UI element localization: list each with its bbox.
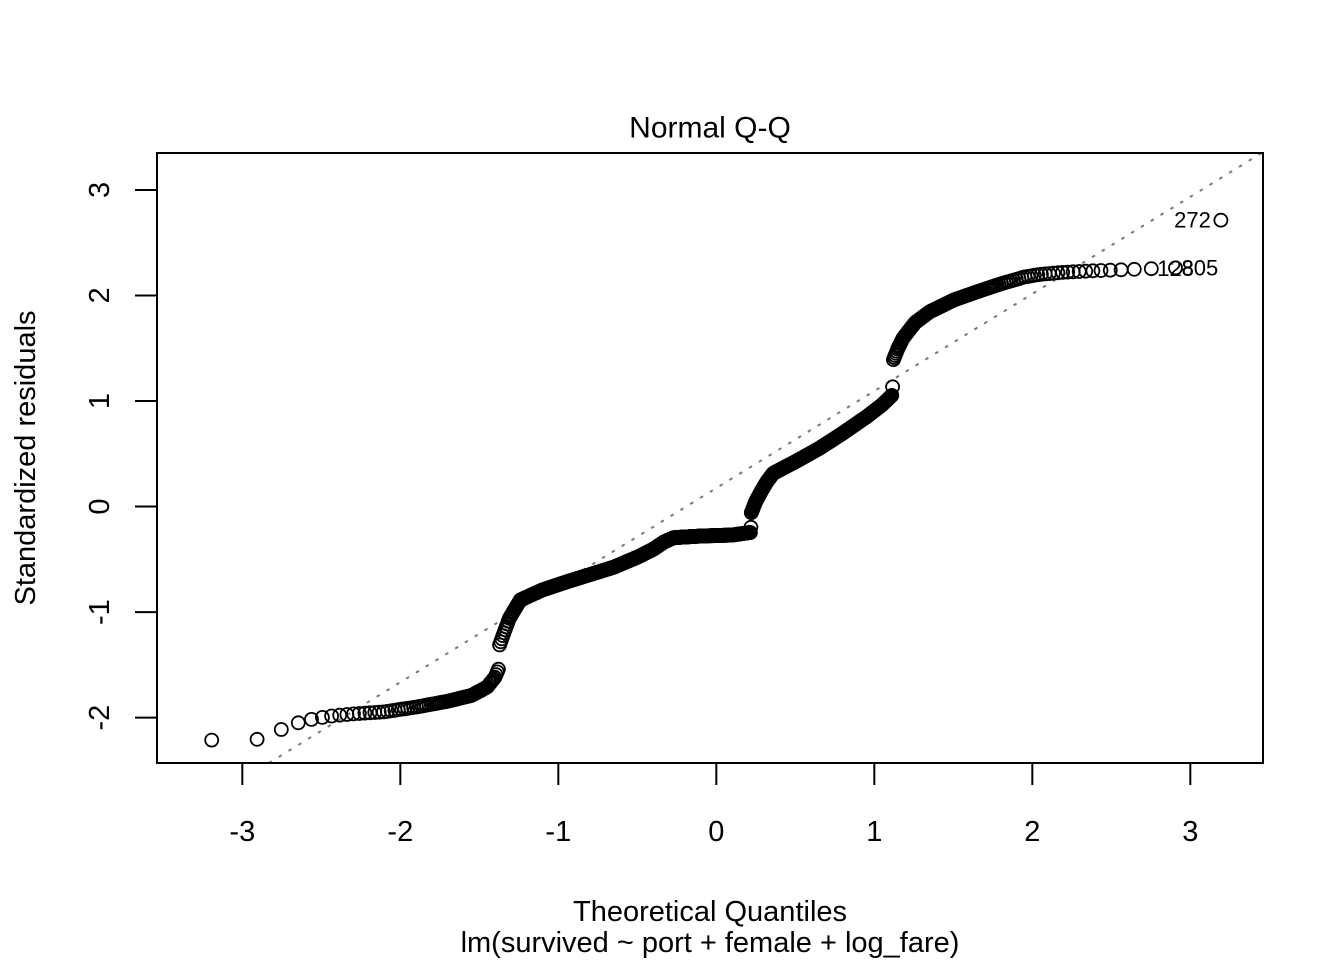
data-point: [884, 387, 900, 403]
data-point: [1078, 263, 1094, 279]
x-tick-label: -1: [545, 816, 571, 848]
outlier-label-272: 272: [1174, 208, 1211, 233]
data-point: [332, 707, 348, 723]
data-point: [314, 710, 330, 725]
data-point: [204, 732, 220, 748]
data-point: [885, 379, 900, 395]
reference-line: [268, 152, 1263, 764]
model-caption: lm(survived ~ port + female + log_fare): [461, 927, 960, 959]
x-axis-ticks: -3 -2 -1 0 1 2 3: [229, 763, 1198, 848]
y-axis-label: Standardized residuals: [10, 310, 42, 605]
data-point: [346, 706, 361, 722]
data-point: [1093, 263, 1109, 278]
y-tick-label: 2: [84, 287, 116, 303]
data-point: [1050, 265, 1066, 281]
data-point: [1060, 264, 1076, 280]
data-point: [1055, 264, 1070, 280]
data-point: [1085, 263, 1101, 279]
plot-border: [156, 152, 1264, 764]
qq-reference-line: [268, 152, 1263, 764]
data-point: [249, 731, 265, 747]
data-points: [204, 212, 1229, 748]
data-point: [1213, 212, 1229, 228]
data-point: [357, 705, 373, 721]
y-tick-label: 3: [84, 182, 116, 198]
x-tick-label: -2: [387, 816, 413, 848]
data-point: [324, 708, 340, 724]
data-point: [743, 519, 759, 535]
y-axis-ticks: -2 -1 0 1 2 3: [84, 182, 157, 731]
data-point: [1102, 262, 1118, 278]
y-tick-label: 1: [84, 393, 116, 409]
data-point: [1168, 260, 1183, 276]
data-point: [273, 722, 289, 737]
data-point: [743, 525, 758, 540]
y-tick-label: -1: [84, 599, 116, 625]
data-point: [490, 661, 506, 677]
data-point: [304, 712, 319, 727]
x-tick-label: 2: [1024, 816, 1040, 848]
outlier-label-805: 805: [1182, 255, 1219, 280]
data-point: [1046, 265, 1061, 281]
y-tick-label: 0: [84, 498, 116, 514]
x-axis-label: Theoretical Quantiles: [573, 896, 847, 928]
data-point: [1143, 261, 1159, 277]
data-point: [1126, 261, 1142, 277]
y-tick-label: -2: [84, 705, 116, 731]
x-tick-label: 1: [866, 816, 882, 848]
x-tick-label: -3: [229, 816, 255, 848]
plot-title: Normal Q-Q: [629, 112, 791, 145]
outlier-label-128: 128: [1157, 256, 1194, 281]
x-tick-label: 0: [708, 816, 724, 848]
x-tick-label: 3: [1182, 816, 1198, 848]
data-point: [351, 706, 367, 721]
data-point: [290, 715, 306, 731]
